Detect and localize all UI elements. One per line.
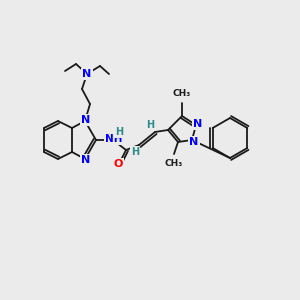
Text: O: O xyxy=(113,159,123,169)
Text: N: N xyxy=(81,155,91,165)
Text: H: H xyxy=(115,127,123,137)
Text: N: N xyxy=(194,119,202,129)
Text: H: H xyxy=(131,147,139,157)
Text: N: N xyxy=(81,115,91,125)
Text: N: N xyxy=(82,69,91,79)
Text: CH₃: CH₃ xyxy=(173,89,191,98)
Text: NH: NH xyxy=(105,134,123,144)
Text: CH₃: CH₃ xyxy=(165,159,183,168)
Text: H: H xyxy=(146,120,154,130)
Text: N: N xyxy=(189,137,199,147)
